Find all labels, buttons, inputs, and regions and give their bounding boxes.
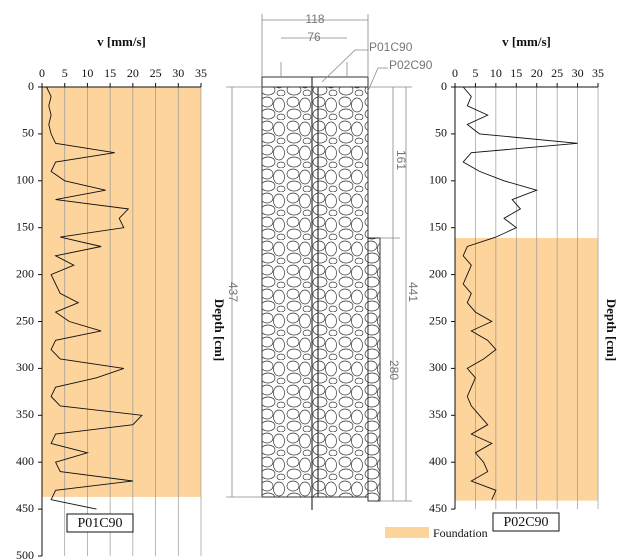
x-tick-label: 25 [150, 66, 162, 80]
dim-label: 280 [387, 360, 401, 380]
x-tick-label: 20 [127, 66, 139, 80]
velocity-line [46, 86, 143, 510]
column-ext [367, 237, 381, 502]
y-tick-label: 250 [429, 313, 447, 327]
x-tick-label: 30 [172, 66, 184, 80]
dim-label: 441 [406, 282, 420, 302]
y-tick-label: 0 [28, 79, 34, 93]
pile-label: P02C90 [503, 515, 548, 530]
y-tick-label: 100 [16, 173, 34, 187]
x-axis-label: v [mm/s] [502, 34, 551, 49]
pile-label: P01C90 [369, 40, 413, 54]
y-tick-label: 150 [429, 219, 447, 233]
y-tick-label: 50 [435, 126, 447, 140]
x-tick-label: 5 [472, 66, 478, 80]
y-tick-label: 150 [16, 219, 34, 233]
x-axis-label: v [mm/s] [97, 34, 146, 49]
y-tick-label: 50 [22, 126, 34, 140]
column-diagram: 118 76 437 161 441 280 P01C90 P02C90 [226, 12, 433, 510]
y-tick-label: 400 [429, 454, 447, 468]
y-tick-label: 350 [429, 407, 447, 421]
y-tick-label: 200 [16, 266, 34, 280]
pile-label-box [492, 512, 560, 532]
dim-label: 437 [226, 282, 240, 302]
dim-line [368, 86, 412, 502]
x-tick-label: 10 [490, 66, 502, 80]
y-tick-label: 400 [16, 454, 34, 468]
x-tick-label: 15 [104, 66, 116, 80]
pile-label: P01C90 [77, 516, 122, 531]
x-tick-label: 10 [81, 66, 93, 80]
y-tick-label: 450 [429, 501, 447, 515]
x-tick-label: 20 [531, 66, 543, 80]
foundation-area [42, 87, 201, 497]
foundation-area [455, 238, 598, 501]
leader [321, 49, 388, 92]
x-tick-label: 0 [39, 66, 45, 80]
x-tick-label: 5 [62, 66, 68, 80]
x-tick-label: 35 [592, 66, 604, 80]
x-tick-label: 15 [510, 66, 522, 80]
y-axis-label: Depth [cm] [604, 299, 618, 361]
legend-label: Foundation [433, 526, 488, 540]
y-tick-label: 300 [16, 360, 34, 374]
x-tick-label: 35 [195, 66, 207, 80]
y-tick-label: 250 [16, 313, 34, 327]
dim-label: 118 [305, 12, 324, 26]
x-tick-label: 0 [452, 66, 458, 80]
y-tick-label: 300 [429, 360, 447, 374]
dim-label: 76 [307, 30, 321, 44]
y-tick-label: 0 [441, 79, 447, 93]
pile-label: P02C90 [389, 58, 433, 72]
y-tick-label: 450 [16, 501, 34, 515]
y-tick-label: 200 [429, 266, 447, 280]
y-tick-label: 350 [16, 407, 34, 421]
x-tick-label: 25 [551, 66, 563, 80]
pile-label-box [66, 513, 134, 533]
y-axis-label: Depth [cm] [212, 299, 227, 361]
y-tick-label: 100 [429, 173, 447, 187]
cap [261, 76, 369, 88]
x-tick-label: 30 [572, 66, 584, 80]
dim-line [226, 86, 262, 498]
dim-line [261, 14, 369, 77]
dim-label: 161 [394, 150, 408, 170]
column [261, 86, 369, 498]
legend-swatch [385, 527, 429, 538]
y-tick-label: 500 [16, 548, 34, 559]
velocity-line [462, 86, 578, 500]
